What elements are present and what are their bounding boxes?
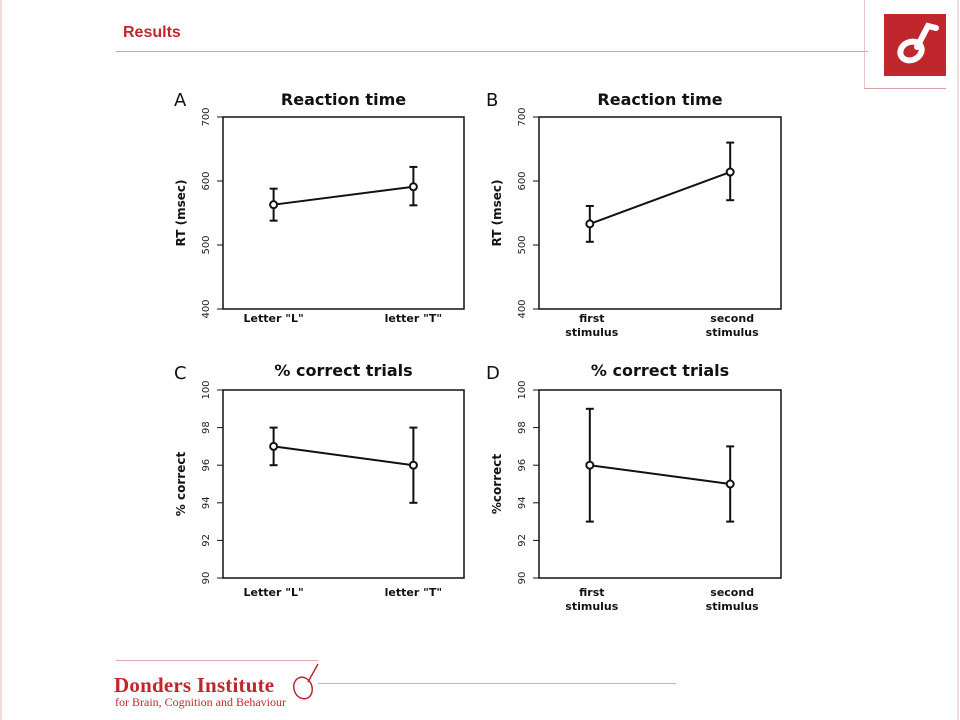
y-tick-label: 400	[201, 299, 212, 318]
data-point	[585, 219, 595, 229]
data-point	[408, 182, 418, 192]
data-point	[725, 479, 735, 489]
plot-frame	[538, 116, 782, 310]
series-line	[273, 445, 414, 467]
y-tick-label: 98	[201, 421, 212, 434]
x-tick-label: first	[579, 586, 604, 599]
panel-letter: C	[174, 363, 187, 384]
y-tick-label: 92	[517, 534, 528, 547]
y-tick-label: 100	[517, 380, 528, 399]
x-tick-label: letter "T"	[385, 586, 442, 599]
y-tick-label: 700	[517, 107, 528, 126]
footer-top-divider	[116, 660, 318, 661]
panel-title: % correct trials	[591, 361, 729, 380]
y-axis-label: % correct	[174, 452, 188, 517]
x-tick-label: letter "T"	[385, 312, 442, 325]
y-axis-label: RT (msec)	[174, 180, 188, 247]
x-tick-label: stimulus	[565, 326, 618, 339]
x-tick-label: Letter "L"	[244, 586, 304, 599]
data-point	[269, 441, 279, 451]
footer-institute-subtitle: for Brain, Cognition and Behaviour	[115, 695, 286, 709]
x-tick-label: second	[710, 312, 754, 325]
series-line	[273, 185, 414, 206]
data-point	[585, 460, 595, 470]
x-tick-label: first	[579, 312, 604, 325]
panel-title: Reaction time	[281, 90, 406, 109]
y-tick-label: 600	[201, 171, 212, 190]
series-line	[589, 464, 731, 485]
x-tick-label: stimulus	[706, 326, 759, 339]
header-divider	[116, 51, 868, 52]
y-tick-label: 400	[517, 299, 528, 318]
y-tick-label: 90	[201, 572, 212, 585]
x-tick-label: stimulus	[565, 600, 618, 613]
y-tick-label: 96	[201, 459, 212, 472]
panel-title: % correct trials	[274, 361, 412, 380]
plot-frame	[222, 389, 465, 579]
footer-logo-icon	[292, 663, 319, 700]
panel-d: D % correct trials %correct 90 92 94 96 98 100 fi…	[486, 361, 782, 613]
panel-letter: A	[174, 90, 187, 111]
data-point	[408, 460, 418, 470]
y-axis-label: RT (msec)	[490, 180, 504, 247]
y-tick-label: 98	[517, 421, 528, 434]
y-tick-label: 600	[517, 171, 528, 190]
x-tick-label: stimulus	[706, 600, 759, 613]
panel-letter: B	[486, 90, 498, 111]
left-border	[0, 0, 2, 720]
x-tick-label: second	[710, 586, 754, 599]
panel-c: C % correct trials % correct 90 92 94 96 98 100 L…	[174, 361, 465, 599]
y-tick-label: 100	[201, 380, 212, 399]
y-tick-label: 96	[517, 459, 528, 472]
slide-title: Results	[123, 24, 181, 41]
logo-divider	[864, 88, 946, 89]
footer-institute-name: Donders Institute	[114, 673, 275, 697]
data-point	[725, 167, 735, 177]
panel-b: B Reaction time RT (msec) 400 500 600 700 first…	[486, 90, 782, 339]
panel-letter: D	[486, 363, 500, 384]
panel-a: A Reaction time RT (msec) 400 500 600 700 Lette…	[174, 90, 465, 325]
y-tick-label: 92	[201, 534, 212, 547]
y-tick-label: 94	[201, 496, 212, 509]
y-tick-label: 94	[517, 496, 528, 509]
panel-title: Reaction time	[597, 90, 722, 109]
y-tick-label: 700	[201, 107, 212, 126]
y-tick-label: 90	[517, 572, 528, 585]
right-border	[957, 0, 959, 720]
x-tick-label: Letter "L"	[244, 312, 304, 325]
y-tick-label: 500	[201, 235, 212, 254]
y-tick-label: 500	[517, 235, 528, 254]
plot-frame	[222, 116, 465, 310]
data-point	[269, 200, 279, 210]
y-axis-label: %correct	[490, 454, 504, 514]
plot-frame	[538, 389, 782, 579]
footer-divider	[318, 683, 676, 684]
donders-logo-icon	[884, 14, 946, 76]
logo-divider-vertical	[864, 0, 865, 88]
series-line	[589, 171, 731, 225]
